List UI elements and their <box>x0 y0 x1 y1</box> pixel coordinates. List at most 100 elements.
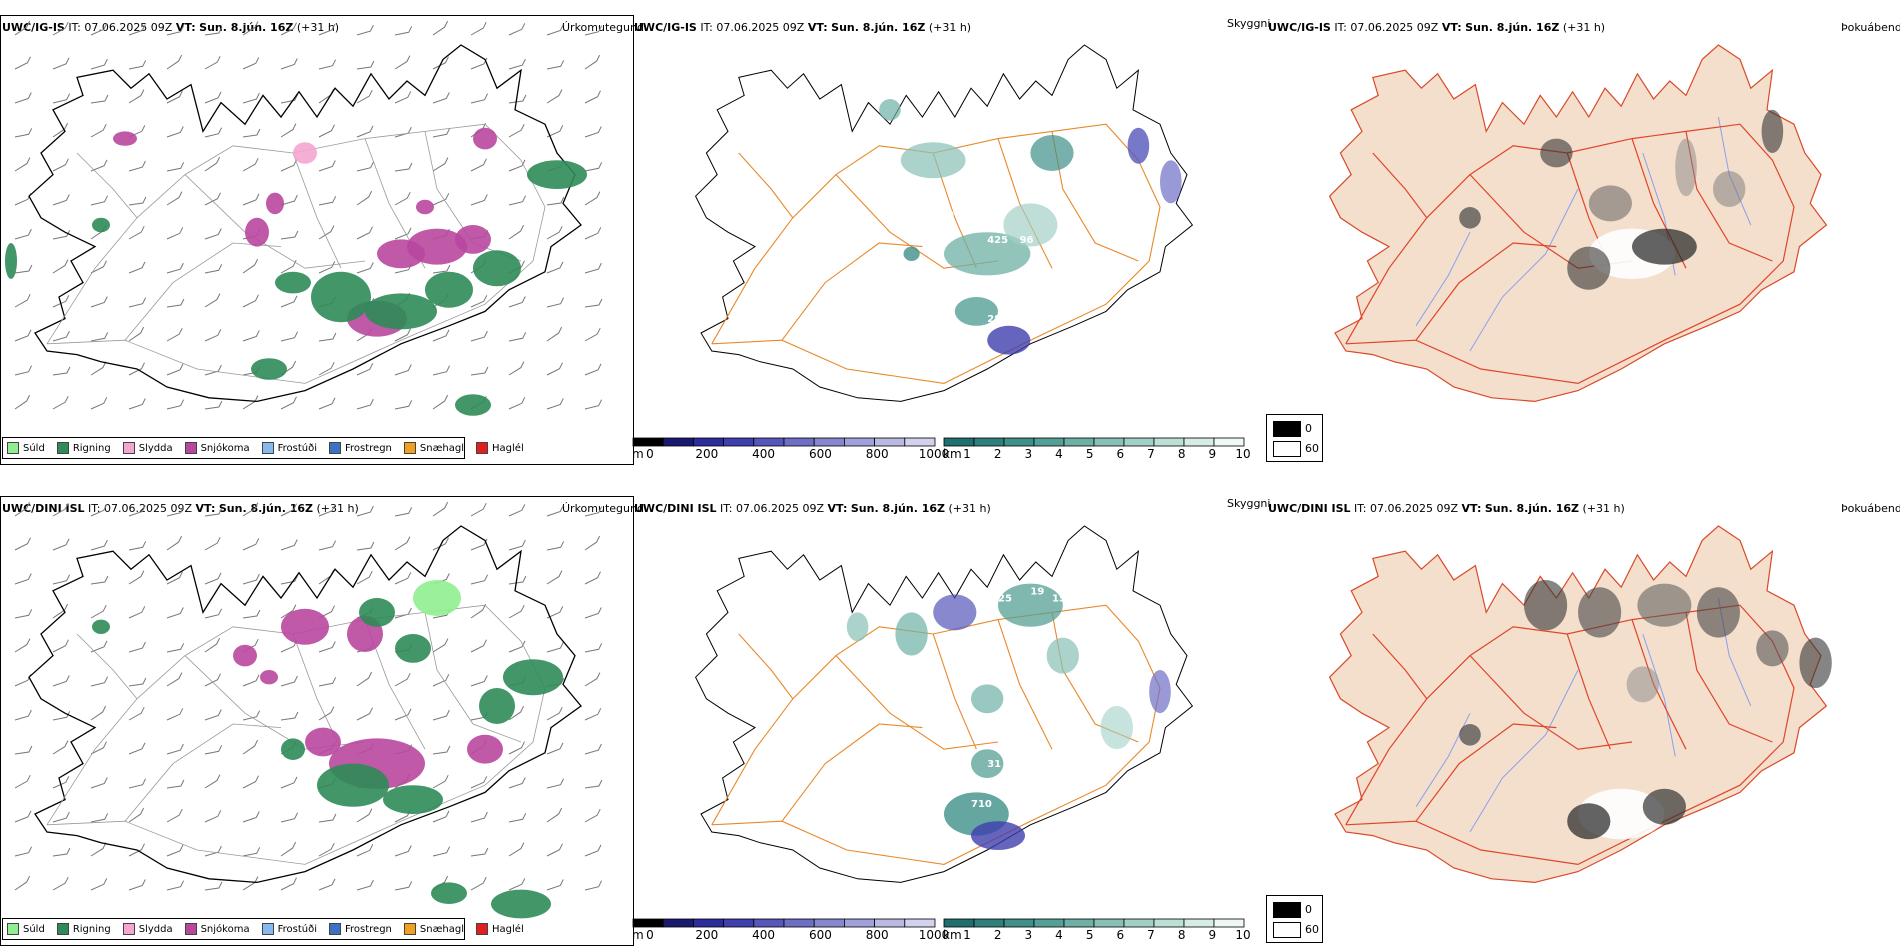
road-line <box>1372 152 1428 219</box>
wind-barb <box>128 362 145 376</box>
wind-barb <box>318 641 336 653</box>
colorbar-cell <box>693 437 725 447</box>
panel-title-fog-2: Þokuábendi <box>1841 502 1900 515</box>
road-line <box>1685 612 1773 743</box>
colorbar-cell <box>904 918 936 928</box>
wind-barb <box>242 847 261 857</box>
legend-swatch <box>122 442 135 454</box>
colorbar-tick: 10 <box>1235 447 1251 461</box>
wind-barb <box>242 710 261 721</box>
legend-swatch <box>476 442 489 454</box>
wind-barb <box>508 332 527 342</box>
colorbar-swatches <box>943 918 1245 928</box>
wind-barb <box>14 20 31 36</box>
wind-barb <box>280 711 299 721</box>
colorbar-tick: 5 <box>1085 447 1094 461</box>
weather-area <box>1756 630 1789 667</box>
legend-label: Rigning <box>72 923 111 935</box>
precip-legend-1: Súld Rigning Slydda Snjókoma Frostúði Frostre… <box>2 437 524 459</box>
road-line <box>76 633 138 700</box>
wind-barb <box>280 396 297 410</box>
colorbar-cell <box>662 437 694 447</box>
precip-map-2 <box>14 501 603 919</box>
colorbar-swatches <box>943 437 1245 447</box>
colorbar-cell <box>1213 437 1245 447</box>
wind-barb <box>356 505 374 517</box>
wind-barb <box>432 56 449 70</box>
weather-area <box>954 297 998 326</box>
wind-barb <box>52 330 70 342</box>
wind-barb <box>394 845 412 857</box>
wind-barb <box>14 329 32 342</box>
visibility-label: 96 <box>1020 235 1034 246</box>
wind-barb <box>470 502 487 517</box>
wind-barb <box>394 507 413 517</box>
colorbar-cell <box>1003 918 1035 928</box>
wind-barb <box>242 57 260 70</box>
wind-barb <box>356 60 375 70</box>
wind-barb <box>280 123 297 138</box>
weather-area <box>425 271 473 308</box>
wind-barb <box>470 21 487 36</box>
visibility-map-1: 220 425 96 22 28 22 <box>694 44 1194 402</box>
wind-barb <box>546 843 563 857</box>
colorbar-cell <box>973 437 1005 447</box>
road-line <box>124 723 282 822</box>
wind-barb <box>128 326 145 342</box>
legend-swatch <box>261 923 274 935</box>
wind-barb <box>52 259 69 274</box>
wind-barb <box>14 573 32 585</box>
wind-barb <box>166 25 185 36</box>
road-line <box>424 612 522 743</box>
colorbar-cell <box>1183 918 1215 928</box>
legend-swatch <box>122 923 135 935</box>
wind-barb <box>584 844 602 857</box>
weather-area <box>1100 706 1133 750</box>
weather-area <box>293 142 317 164</box>
wind-barb <box>204 26 223 36</box>
wind-barb <box>204 156 221 172</box>
wind-barb <box>204 364 222 376</box>
road-line <box>835 655 999 750</box>
wind-barb <box>52 776 70 789</box>
colorbar-tick: 6 <box>1116 447 1125 461</box>
colorbar-cell <box>1153 918 1185 928</box>
legend-item-6: Snæhagl <box>403 923 464 935</box>
road-line <box>738 633 794 700</box>
wind-barb <box>584 54 601 70</box>
visibility-label: 220 <box>933 210 954 221</box>
wind-barb <box>432 193 450 206</box>
wind-barb <box>356 161 375 172</box>
wind-barb <box>128 196 147 206</box>
wind-barb <box>52 122 69 138</box>
wind-barb <box>90 123 107 138</box>
wind-barb <box>546 570 563 585</box>
wind-barb <box>128 160 146 172</box>
colorbar-cell <box>783 918 815 928</box>
wind-barb <box>584 571 601 585</box>
legend-item-6: Snæhagl <box>403 442 464 454</box>
wind-barb <box>242 128 261 138</box>
wind-barb <box>52 57 70 70</box>
legend-swatch <box>261 442 274 454</box>
wind-barb <box>166 162 185 172</box>
wind-barb <box>470 194 488 206</box>
weather-area <box>1626 666 1659 703</box>
wind-barb <box>432 638 449 653</box>
wind-barb <box>470 366 489 376</box>
wind-barb <box>128 60 147 70</box>
wind-barb <box>394 126 412 138</box>
header-fog-2: UWC/DINI ISL IT: 07.06.2025 09Z VT: Sun.… <box>1268 502 1625 515</box>
wind-barb <box>280 575 299 585</box>
colorbar-tick: 8 <box>1177 447 1186 461</box>
wind-barb <box>52 847 71 857</box>
wind-barb <box>470 639 487 653</box>
wind-barb <box>470 538 488 551</box>
colorbar-tick: 600 <box>808 447 832 461</box>
wind-barb <box>356 707 373 721</box>
wind-barb <box>318 196 337 206</box>
wind-barb <box>584 743 602 755</box>
wind-barb <box>204 91 222 104</box>
colorbar-tick: 3 <box>1024 928 1033 942</box>
wind-barb <box>470 295 488 308</box>
